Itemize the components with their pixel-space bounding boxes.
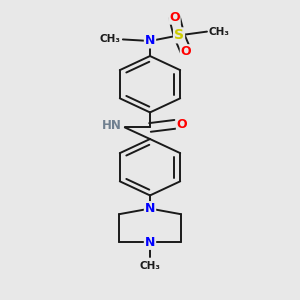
Text: N: N — [145, 34, 155, 47]
Text: S: S — [174, 28, 184, 42]
Text: CH₃: CH₃ — [209, 27, 230, 37]
Text: CH₃: CH₃ — [100, 34, 121, 44]
Text: CH₃: CH₃ — [140, 261, 160, 271]
Text: N: N — [145, 202, 155, 215]
Text: N: N — [145, 236, 155, 249]
Text: HN: HN — [102, 119, 122, 132]
Text: O: O — [169, 11, 180, 24]
Text: O: O — [177, 118, 188, 131]
Text: O: O — [181, 45, 191, 58]
